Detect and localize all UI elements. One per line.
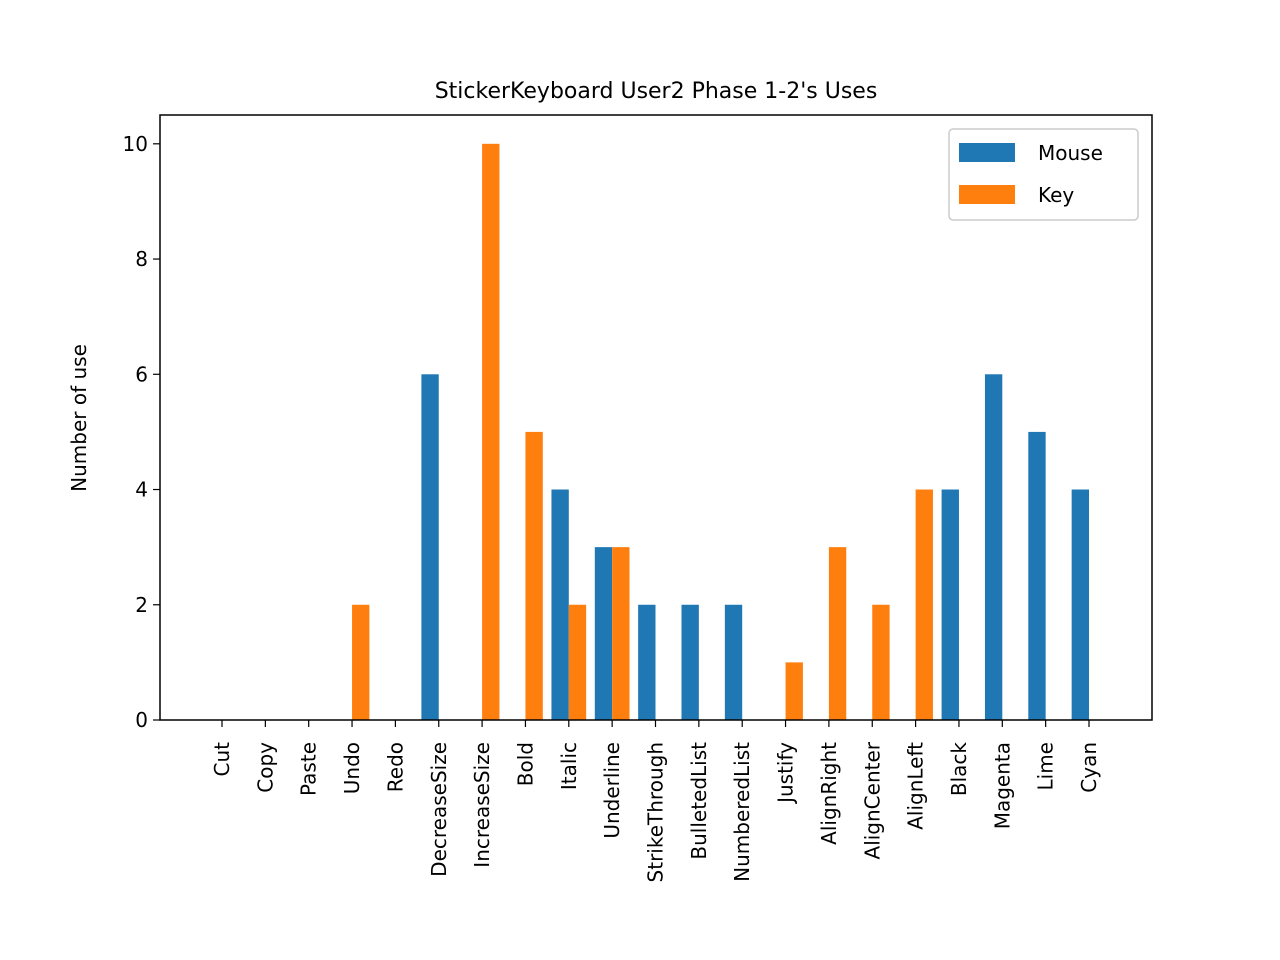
x-tick-label-alignleft: AlignLeft [904,742,928,830]
bar-key-justify [785,662,803,720]
bar-mouse-black [941,489,959,720]
bar-mouse-decreasesize [421,374,439,720]
y-axis-label: Number of use [67,344,91,492]
x-tick-label-decreasesize: DecreaseSize [427,742,451,877]
x-tick-label-copy: Copy [253,742,277,793]
bar-mouse-strikethrough [638,604,656,720]
x-tick-label-cut: Cut [210,742,234,777]
x-tick-label-justify: Justify [774,742,798,805]
x-tick-label-black: Black [947,742,971,797]
bar-key-increasesize [482,143,500,720]
legend-swatch-key [959,185,1015,204]
x-tick-label-magenta: Magenta [990,742,1014,829]
bar-mouse-cyan [1071,489,1089,720]
x-tick-label-paste: Paste [297,742,321,796]
bar-key-underline [612,547,630,720]
y-tick-label-2: 2 [135,593,148,617]
y-tick-label-6: 6 [135,362,148,386]
bar-mouse-bulletedlist [681,604,699,720]
x-tick-label-undo: Undo [340,742,364,794]
bar-mouse-italic [551,489,569,720]
x-tick-label-numberedlist: NumberedList [730,742,754,882]
x-tick-label-lime: Lime [1034,742,1058,791]
y-tick-label-0: 0 [135,708,148,732]
legend-label-mouse: Mouse [1038,141,1103,165]
x-tick-label-bold: Bold [513,742,537,786]
x-tick-label-underline: Underline [600,742,624,839]
chart-title: StickerKeyboard User2 Phase 1-2's Uses [435,79,878,104]
legend: Mouse Key [948,128,1139,221]
x-tick-label-cyan: Cyan [1077,742,1101,793]
bar-mouse-lime [1028,431,1046,720]
legend-swatch-mouse [959,143,1015,162]
y-tick-label-10: 10 [123,132,148,156]
y-ticks-group: 0 2 4 6 8 10 [123,132,160,732]
bar-key-aligncenter [872,604,890,720]
bar-key-bold [525,431,543,720]
bar-key-undo [352,604,370,720]
x-tick-label-italic: Italic [557,742,581,790]
bar-mouse-magenta [984,374,1003,720]
y-tick-label-4: 4 [135,478,148,502]
bars-group [352,143,1089,720]
bar-mouse-underline [594,547,613,720]
legend-label-key: Key [1038,183,1074,207]
x-tick-label-aligncenter: AlignCenter [860,741,884,859]
x-tick-label-increasesize: IncreaseSize [470,742,494,868]
x-tick-label-strikethrough: StrikeThrough [644,742,668,882]
y-tick-label-8: 8 [135,247,148,271]
plot-frame [159,114,1153,721]
x-tick-label-alignright: AlignRight [817,742,841,845]
x-ticks-group: Cut Copy Paste Undo Redo DecreaseSize Increase… [210,720,1101,882]
bar-key-italic [568,604,587,720]
bar-key-alignleft [915,489,933,720]
bar-mouse-numberedlist [724,604,743,720]
x-tick-label-bulletedlist: BulletedList [687,742,711,860]
bar-key-alignright [828,547,847,720]
x-tick-label-redo: Redo [383,742,407,792]
